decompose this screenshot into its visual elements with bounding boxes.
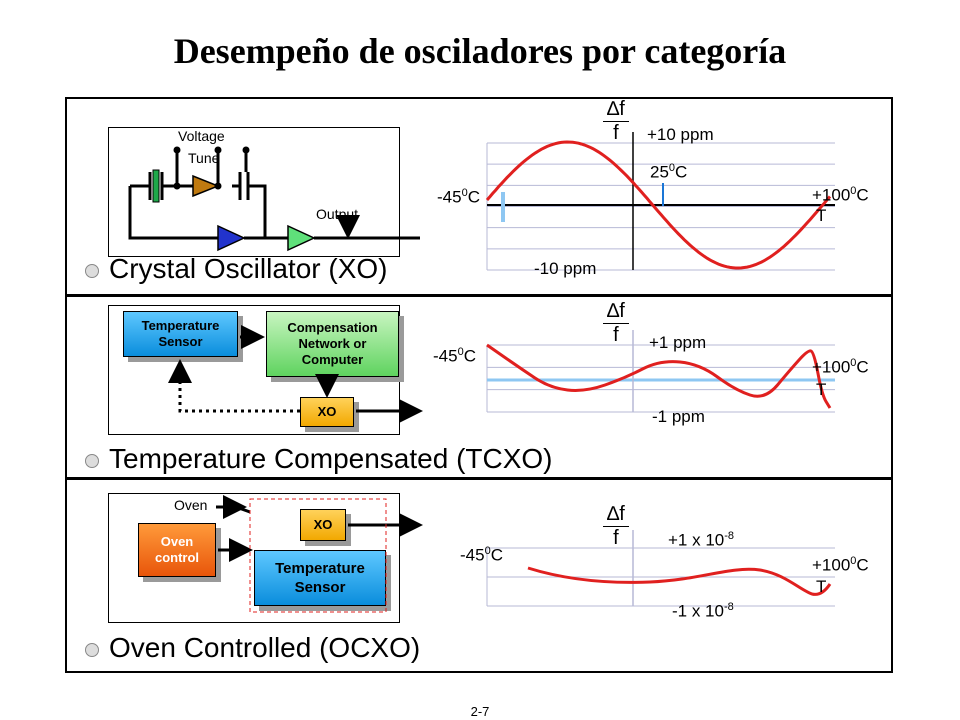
chart2-t-label: T [816,380,827,399]
df-over-f-3: ∆f f [603,503,629,550]
voltage-label: Voltage [178,128,225,144]
chart1-bottom-label: -10 ppm [534,259,597,278]
ocxo-bullet: Oven Controlled (OCXO) [85,632,420,664]
chart2-grid [486,344,835,413]
chart2-left-label: -450C [433,346,476,366]
chart1-t-label: T [816,206,827,225]
oven-control-block: Oven control [138,523,216,577]
page-title: Desempeño de osciladores por categoría [173,31,787,71]
xo-schematic [128,150,420,240]
chart1-grid [486,142,835,271]
chart3-curve [527,566,832,596]
chart1-mid-label: 250C [650,162,688,182]
oven-label: Oven [174,497,208,513]
chart2-bottom-label: -1 ppm [652,407,705,426]
chart2-curve [486,343,832,409]
compensation-network-block: Compensation Network or Computer [266,311,399,377]
chart2-right-label: +1000C [812,357,869,377]
xo-bullet: Crystal Oscillator (XO) [85,253,387,285]
tune-label: Tune [188,150,220,166]
page-number: 2-7 [470,704,490,719]
main-frame [65,97,893,673]
chart3-t-label: T [816,577,827,596]
chart1-top-label: +10 ppm [647,125,714,144]
xo-block: XO [300,509,346,541]
chart1-right-label: +1000C [812,185,869,205]
chart2-top-label: +1 ppm [649,333,707,352]
tcxo-bullet: Temperature Compensated (TCXO) [85,443,553,475]
chart3-top-label: +1 x 10-8 [668,530,735,550]
section-divider [65,477,893,480]
df-over-f-1: ∆f f [603,98,629,145]
temperature-sensor-block: Temperature Sensor [123,311,238,357]
temperature-sensor-block: Temperature Sensor [254,550,386,606]
chart1-left-label: -450C [437,187,480,207]
chart3-right-label: +1000C [812,555,869,575]
df-over-f-2: ∆f f [603,300,629,347]
section-divider [65,294,893,297]
chart3-left-label: -450C [460,545,503,565]
chart3-bottom-label: -1 x 10-8 [672,601,734,621]
chart1-curve [485,140,832,270]
